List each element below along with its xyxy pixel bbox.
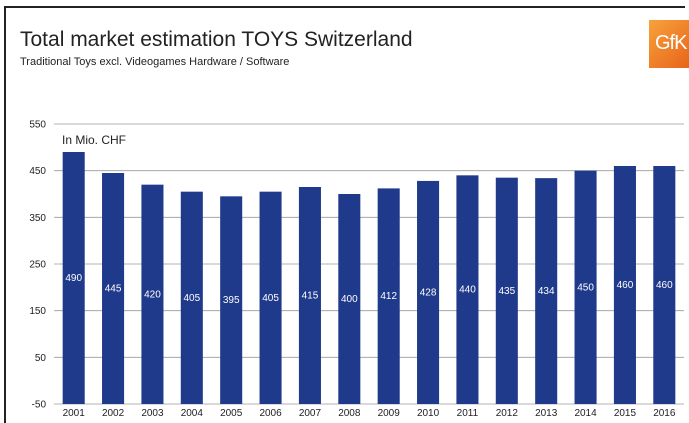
bar (102, 173, 125, 404)
x-tick-label: 2013 (535, 408, 558, 419)
bar (574, 170, 597, 404)
bar (141, 184, 164, 404)
x-tick-label: 2006 (259, 408, 282, 419)
data-label: 435 (498, 286, 515, 297)
bar (653, 166, 676, 404)
y-tick-label: 450 (29, 166, 46, 177)
x-tick-label: 2008 (338, 408, 361, 419)
x-tick-label: 2004 (181, 408, 204, 419)
x-tick-label: 2016 (653, 408, 676, 419)
y-tick-label: 50 (35, 353, 47, 364)
data-label: 445 (105, 284, 122, 295)
bar (298, 187, 321, 404)
chart-frame (4, 6, 685, 423)
data-label: 434 (538, 286, 555, 297)
x-axis: 2001 2002 2003 2004 2005 2006 2007 2008 2009 2010… (63, 408, 676, 419)
bar (259, 191, 282, 404)
x-tick-label: 2012 (496, 408, 519, 419)
bar (377, 188, 400, 404)
data-label: 405 (262, 293, 279, 304)
bars: 490 445 420 405 395 405 415 400 412 428 440 435 434 4… (62, 152, 676, 404)
x-tick-label: 2003 (141, 408, 164, 419)
gfk-logo: GfK (649, 20, 689, 68)
x-tick-label: 2007 (299, 408, 322, 419)
data-label: 420 (144, 289, 161, 300)
y-tick-label: 550 (29, 120, 46, 131)
y-tick-label: 250 (29, 260, 46, 271)
x-tick-label: 2010 (417, 408, 440, 419)
data-label: 490 (65, 273, 82, 284)
bar (417, 180, 440, 404)
x-tick-label: 2011 (457, 408, 479, 419)
x-tick-label: 2001 (63, 408, 86, 419)
data-label: 460 (656, 280, 673, 291)
bar (338, 194, 361, 404)
x-tick-label: 2009 (378, 408, 401, 419)
bar (613, 166, 636, 404)
data-label: 395 (223, 295, 240, 306)
unit-label: In Mio. CHF (62, 133, 126, 147)
data-label: 400 (341, 294, 358, 305)
data-label: 415 (302, 291, 319, 302)
logo-text: GfK (655, 32, 687, 54)
data-label: 450 (577, 282, 594, 293)
chart-title: Total market estimation TOYS Switzerland (20, 28, 413, 51)
y-tick-label: 150 (29, 306, 46, 317)
y-tick-label: 350 (29, 213, 46, 224)
bar (495, 177, 518, 404)
chart-subtitle: Traditional Toys excl. Videogames Hardwa… (20, 56, 290, 68)
bar (535, 178, 558, 404)
x-tick-label: 2014 (574, 408, 597, 419)
x-tick-label: 2002 (102, 408, 125, 419)
data-label: 460 (617, 280, 634, 291)
x-tick-label: 2005 (220, 408, 243, 419)
data-label: 412 (380, 291, 397, 302)
data-label: 405 (183, 293, 200, 304)
y-axis: 550 450 350 250 150 50 -50 (29, 120, 46, 411)
data-label: 440 (459, 285, 476, 296)
data-label: 428 (420, 287, 437, 298)
bar (62, 152, 85, 404)
bar (180, 191, 203, 404)
x-tick-label: 2015 (614, 408, 637, 419)
bar (456, 175, 479, 404)
bar (220, 196, 243, 404)
y-tick-label: -50 (32, 400, 47, 411)
